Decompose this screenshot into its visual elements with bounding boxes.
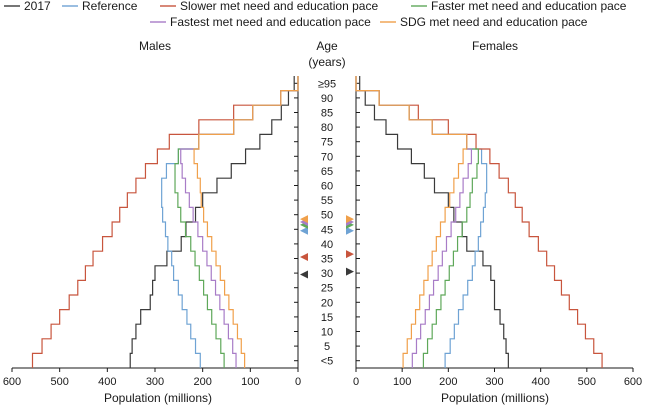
females-panel-title: Females	[472, 39, 518, 53]
series-line-males-slower-met-need-and-education-pace	[31, 76, 299, 368]
age-tick-label: 65	[321, 166, 333, 178]
marker-females-slower-met-need-and-education-pace	[346, 250, 354, 259]
marker-males-sdg-met-need-and-education-pace	[300, 215, 308, 224]
age-tick-label: 35	[321, 254, 333, 266]
marker-males-2017	[300, 270, 308, 279]
age-tick-label: 55	[321, 195, 333, 207]
age-tick-label: 85	[321, 108, 333, 120]
age-tick-label: 10	[321, 327, 333, 339]
x-tick-label-females: 300	[485, 376, 503, 388]
x-axis-title-males: Population (millions)	[104, 391, 212, 405]
age-tick-label: 70	[321, 151, 333, 163]
x-tick-label-females: 400	[531, 376, 549, 388]
x-tick-label-males: 100	[241, 376, 259, 388]
x-axis-title-females: Population (millions)	[441, 391, 549, 405]
age-tick-label: 15	[321, 312, 333, 324]
age-tick-label: 40	[321, 239, 333, 251]
pyramid-markers	[300, 215, 354, 279]
legend-label-sdg-met-need-and-education-pace: SDG met need and education pace	[400, 15, 588, 29]
legend-label-reference: Reference	[82, 0, 138, 13]
x-tick-label-males: 400	[98, 376, 116, 388]
legend: 2017 Reference Slower met need and educati…	[4, 0, 627, 29]
legend-label-2017: 2017	[24, 0, 51, 13]
x-tick-label-males: 0	[295, 376, 301, 388]
marker-males-slower-met-need-and-education-pace	[300, 253, 308, 262]
x-tick-label-females: 500	[578, 376, 596, 388]
males-panel-title: Males	[139, 39, 171, 53]
x-tick-label-males: 600	[3, 376, 21, 388]
age-tick-label: 25	[321, 283, 333, 295]
legend-label-fastest-met-need-and-education-pace: Fastest met need and education pace	[170, 15, 371, 29]
age-tick-label: <5	[321, 356, 334, 368]
legend-label-faster-met-need-and-education-pace: Faster met need and education pace	[431, 0, 627, 13]
age-tick-label: 5	[324, 341, 330, 353]
series-line-females-slower-met-need-and-education-pace	[355, 76, 603, 368]
series-line-males-sdg-met-need-and-education-pace	[193, 76, 299, 368]
age-tick-label: 30	[321, 268, 333, 280]
x-tick-label-females: 0	[353, 376, 359, 388]
age-tick-label: 75	[321, 137, 333, 149]
age-tick-label: ≥95	[318, 78, 336, 90]
legend-label-slower-met-need-and-education-pace: Slower met need and education pace	[180, 0, 378, 13]
axes: 0 0 100 100 200 200 300 300 400 400 500 500 600 600 <5…	[3, 76, 642, 388]
series-line-males-2017	[129, 76, 295, 368]
x-tick-label-females: 600	[624, 376, 642, 388]
x-tick-label-males: 300	[146, 376, 164, 388]
age-tick-label: 20	[321, 297, 333, 309]
series-line-females-sdg-met-need-and-education-pace	[355, 76, 468, 368]
marker-females-2017	[346, 267, 354, 276]
x-tick-label-males: 200	[193, 376, 211, 388]
age-axis-unit: (years)	[308, 55, 345, 69]
age-axis-title: Age	[316, 39, 338, 53]
marker-females-reference	[346, 226, 354, 235]
age-tick-label: 60	[321, 181, 333, 193]
age-tick-label: 80	[321, 122, 333, 134]
age-tick-label: 45	[321, 224, 333, 236]
age-tick-label: 50	[321, 210, 333, 222]
age-tick-label: 90	[321, 93, 333, 105]
series-layer	[31, 76, 603, 368]
marker-males-reference	[300, 226, 308, 235]
x-tick-label-females: 200	[439, 376, 457, 388]
x-tick-label-males: 500	[50, 376, 68, 388]
x-tick-label-females: 100	[393, 376, 411, 388]
marker-females-sdg-met-need-and-education-pace	[346, 215, 354, 224]
